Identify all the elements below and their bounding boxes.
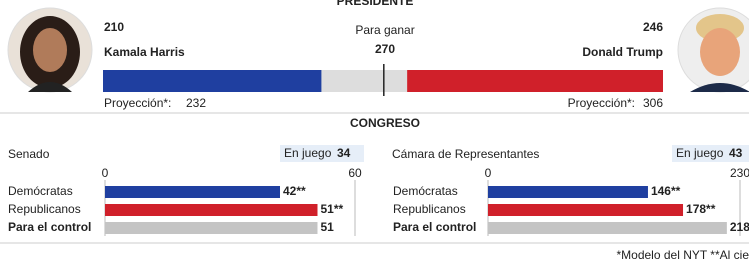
chamber-title: Senado xyxy=(8,147,50,161)
at-stake-label: En juego xyxy=(284,146,332,160)
to-win-label: Para ganar xyxy=(355,23,414,37)
x-tick-label: 0 xyxy=(485,166,492,180)
infographic: PRESIDENTE 210 Kamala Harris 246 Donald … xyxy=(0,0,749,265)
right-projection-label: Proyección*: xyxy=(568,96,635,110)
value-label: 218 xyxy=(730,220,749,234)
page: PRESIDENTE 210 Kamala Harris 246 Donald … xyxy=(0,0,749,265)
value-label: 178** xyxy=(686,202,716,216)
row-label: Demócratas xyxy=(393,184,458,198)
at-stake: 43 xyxy=(729,146,743,160)
congress-title: CONGRESO xyxy=(350,116,420,130)
bar xyxy=(488,186,648,198)
value-label: 51 xyxy=(321,220,335,234)
bar xyxy=(105,222,318,234)
left-projection-label: Proyección*: xyxy=(104,96,171,110)
at-stake: 34 xyxy=(337,146,351,160)
bar xyxy=(488,222,727,234)
left-name: Kamala Harris xyxy=(104,45,185,59)
at-stake-label: En juego xyxy=(676,146,724,160)
row-label: Republicanos xyxy=(393,202,466,216)
right-votes: 246 xyxy=(643,20,663,34)
bar xyxy=(105,186,280,198)
x-tick-label: 60 xyxy=(348,166,362,180)
left-votes: 210 xyxy=(104,20,124,34)
row-label: Republicanos xyxy=(8,202,81,216)
row-label: Para el control xyxy=(393,220,476,234)
bar-right xyxy=(407,70,663,92)
value-label: 42** xyxy=(283,184,306,198)
value-label: 51** xyxy=(321,202,344,216)
to-win: 270 xyxy=(375,42,395,56)
footnote: *Modelo del NYT **Al cie xyxy=(616,248,749,262)
bar xyxy=(105,204,318,216)
right-name: Donald Trump xyxy=(582,45,663,59)
x-tick-label: 230 xyxy=(730,166,749,180)
x-tick-label: 0 xyxy=(102,166,109,180)
title: PRESIDENTE xyxy=(337,0,414,8)
portrait-right xyxy=(678,8,749,92)
value-label: 146** xyxy=(651,184,681,198)
portrait-left xyxy=(8,8,92,92)
right-projection: 306 xyxy=(643,96,663,110)
row-label: Demócratas xyxy=(8,184,73,198)
left-projection: 232 xyxy=(186,96,206,110)
bar-left xyxy=(103,70,321,92)
row-label: Para el control xyxy=(8,220,91,234)
bar xyxy=(488,204,683,216)
chamber-title: Cámara de Representantes xyxy=(392,147,539,161)
